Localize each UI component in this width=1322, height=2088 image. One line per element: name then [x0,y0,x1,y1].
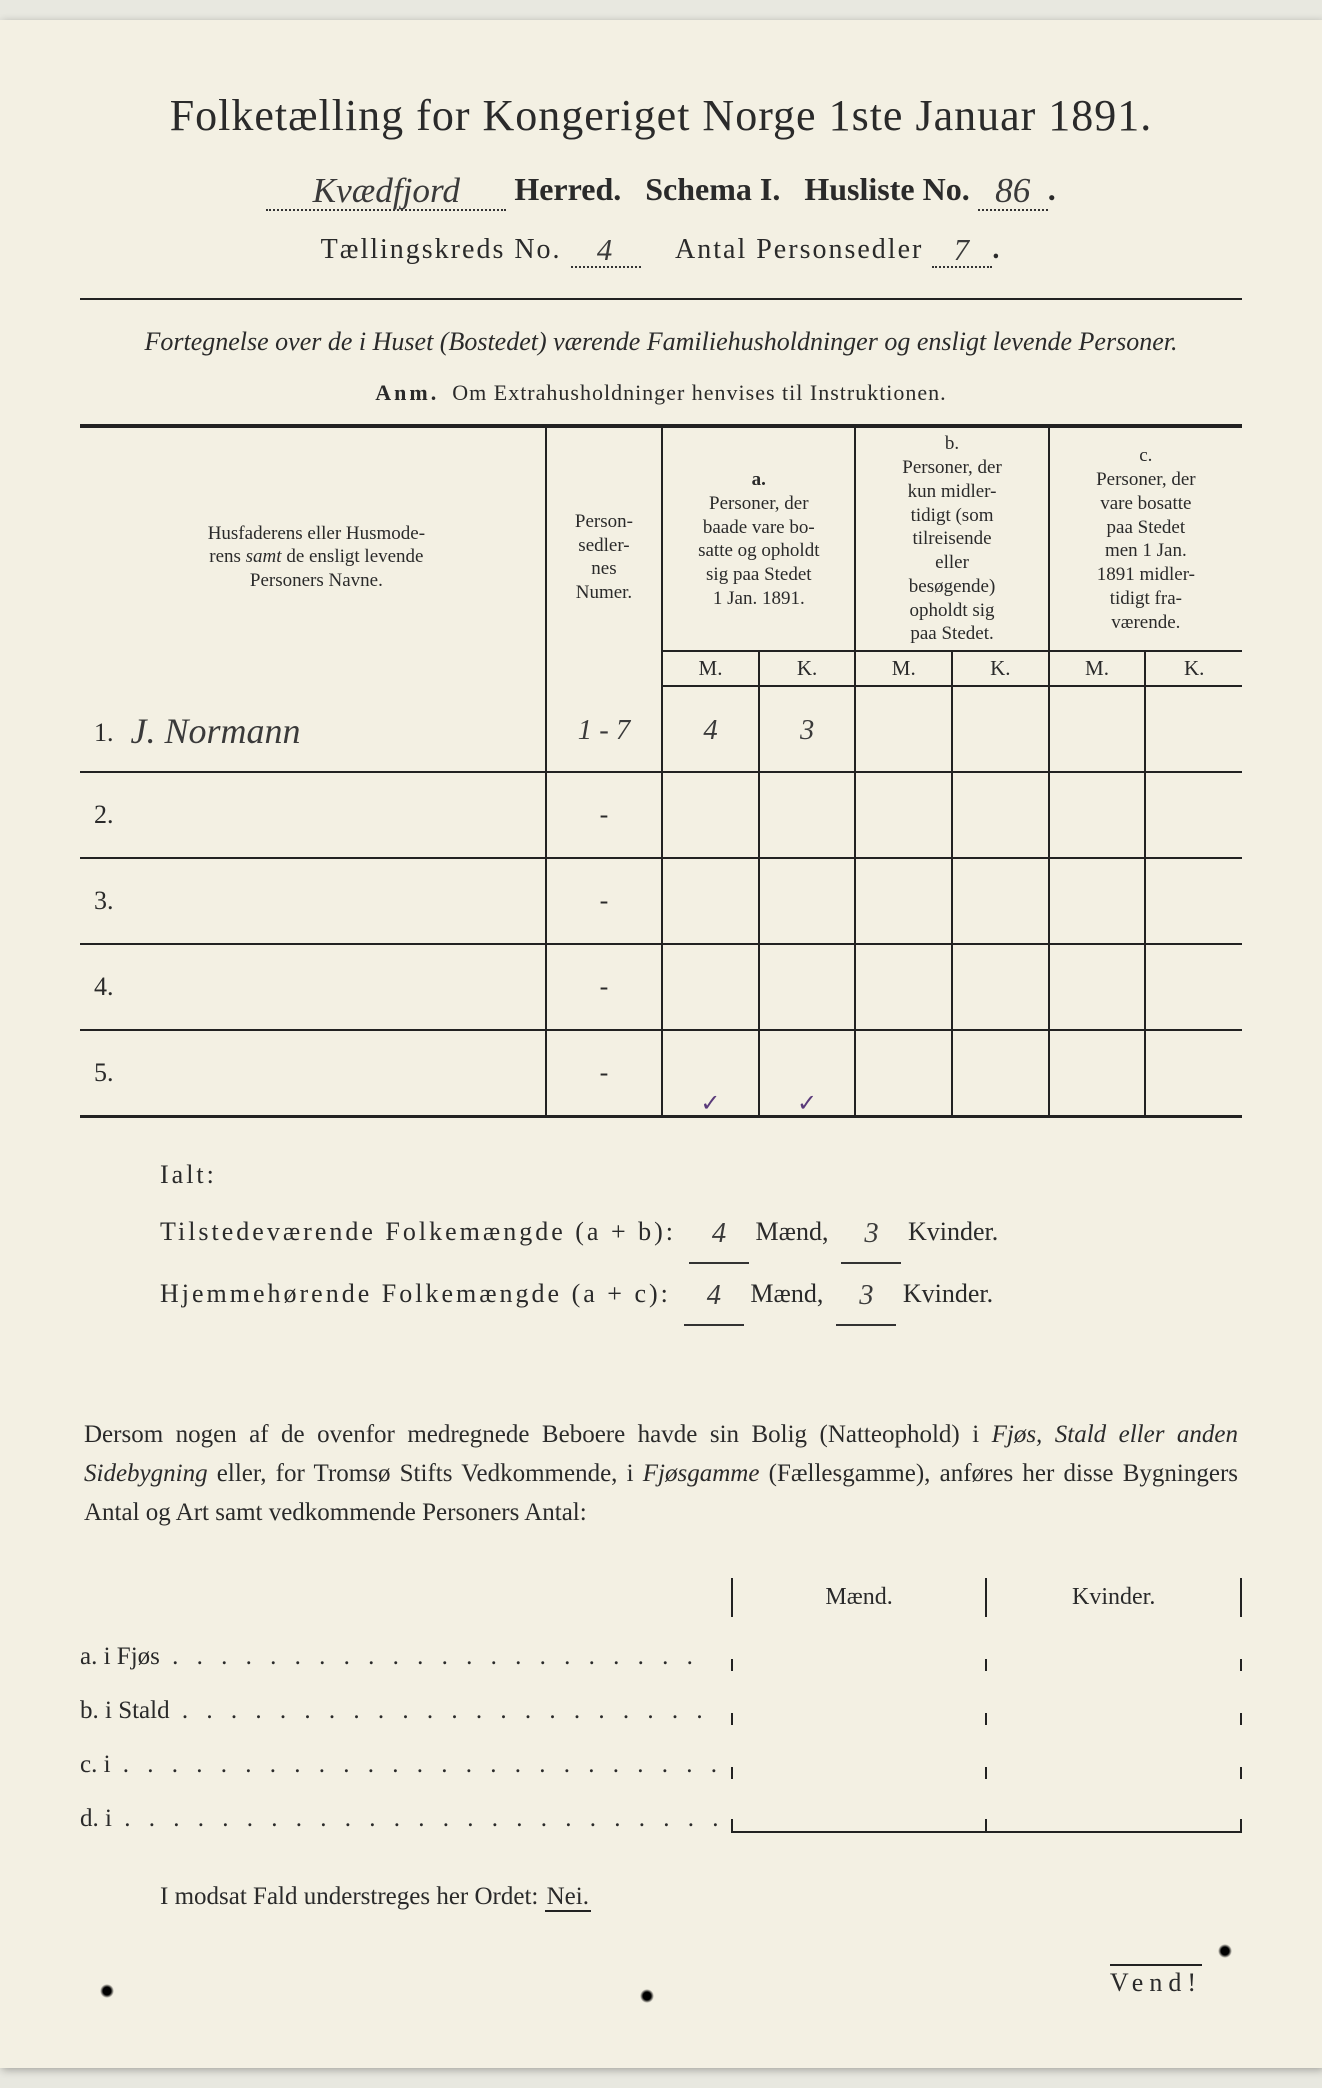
hdr-b-m: M. [855,651,952,686]
ink-spot-icon [1218,1944,1232,1958]
antal-label: Antal Personsedler [675,234,923,265]
tot2-label: Hjemmehørende Folkemængde (a + c): [160,1267,671,1322]
page-title: Folketælling for Kongeriget Norge 1ste J… [80,90,1242,141]
anm-label: Anm. [375,380,439,405]
ialt-label: Ialt: [160,1148,217,1203]
col-c: c. Personer, dervare bosattepaa Stedetme… [1049,426,1242,651]
row-name: J. Normann [127,710,305,752]
husliste-label: Husliste No. [804,171,969,207]
tot1-k: 3 [860,1204,882,1264]
header-line-kreds: Tællingskreds No. 4 Antal Personsedler 7… [80,231,1242,268]
antal-value: 7 [950,233,975,268]
col-b: b. Personer, derkun midler-tidigt (somti… [855,426,1048,651]
header-line-herred: Kvædfjord Herred. Schema I. Husliste No.… [80,169,1242,211]
building-row: d. i . . . . . . . . . . . . . . . . . .… [80,1779,1242,1833]
anm-line: Anm. Om Extrahusholdninger henvises til … [80,380,1242,406]
census-form-page: Folketælling for Kongeriget Norge 1ste J… [0,20,1322,2068]
herred-value: Kvædfjord [309,171,464,211]
tot2-m: 4 [703,1266,725,1326]
ink-spot-icon [640,1989,654,2003]
tot1-label: Tilstedeværende Folkemængde (a + b): [160,1205,676,1260]
mk-hdr-k: Kvinder. [987,1578,1242,1617]
vend-label: Vend! [1110,1964,1202,1998]
kreds-value: 4 [593,233,618,268]
table-row: 2. - [80,772,1242,858]
building-row: b. i Stald . . . . . . . . . . . . . . .… [80,1671,1242,1725]
building-table: Mænd. Kvinder. a. i Fjøs . . . . . . . .… [80,1563,1242,1833]
hdr-a-k: K. [759,651,856,686]
col-num: Person-sedler-nesNumer. [546,426,662,686]
mk-hdr-m: Mænd. [733,1578,988,1617]
nei-line: I modsat Fald understreges her Ordet: Ne… [80,1883,1242,1911]
subtitle: Fortegnelse over de i Huset (Bostedet) v… [80,324,1242,360]
hdr-a-m: M. [662,651,759,686]
tot2-k: 3 [855,1266,877,1326]
nei-word: Nei. [545,1883,591,1912]
table-row: 4. - [80,944,1242,1030]
table-row: 1. J. Normann 1 - 7 4 3 [80,686,1242,772]
table-row: 5. - ✓ ✓ [80,1030,1242,1116]
table-body: 1. J. Normann 1 - 7 4 3 2. - 3. - 4. [80,686,1242,1116]
building-row: c. i . . . . . . . . . . . . . . . . . .… [80,1725,1242,1779]
table-row: 3. - [80,858,1242,944]
building-note: Dersom nogen af de ovenfor medregnede Be… [80,1416,1242,1532]
husliste-value: 86 [991,171,1034,211]
anm-text: Om Extrahusholdninger henvises til Instr… [452,380,946,405]
check-icon: ✓ [797,1091,817,1117]
col-names: Husfaderens eller Husmode-rens samt de e… [80,426,546,686]
hdr-c-k: K. [1145,651,1242,686]
kreds-label: Tællingskreds No. [321,234,562,265]
tot1-m: 4 [708,1204,730,1264]
ink-spot-icon [100,1984,114,1998]
herred-label: Herred. [514,171,621,207]
building-row: a. i Fjøs . . . . . . . . . . . . . . . … [80,1617,1242,1671]
main-table: Husfaderens eller Husmode-rens samt de e… [80,424,1242,1117]
hdr-c-m: M. [1049,651,1146,686]
divider [80,298,1242,300]
schema-label: Schema I. [645,171,780,207]
hdr-b-k: K. [952,651,1049,686]
totals-section: Ialt: Tilstedeværende Folkemængde (a + b… [80,1148,1242,1327]
check-icon: ✓ [700,1091,720,1117]
col-a: a. Personer, derbaade vare bo-satte og o… [662,426,855,651]
